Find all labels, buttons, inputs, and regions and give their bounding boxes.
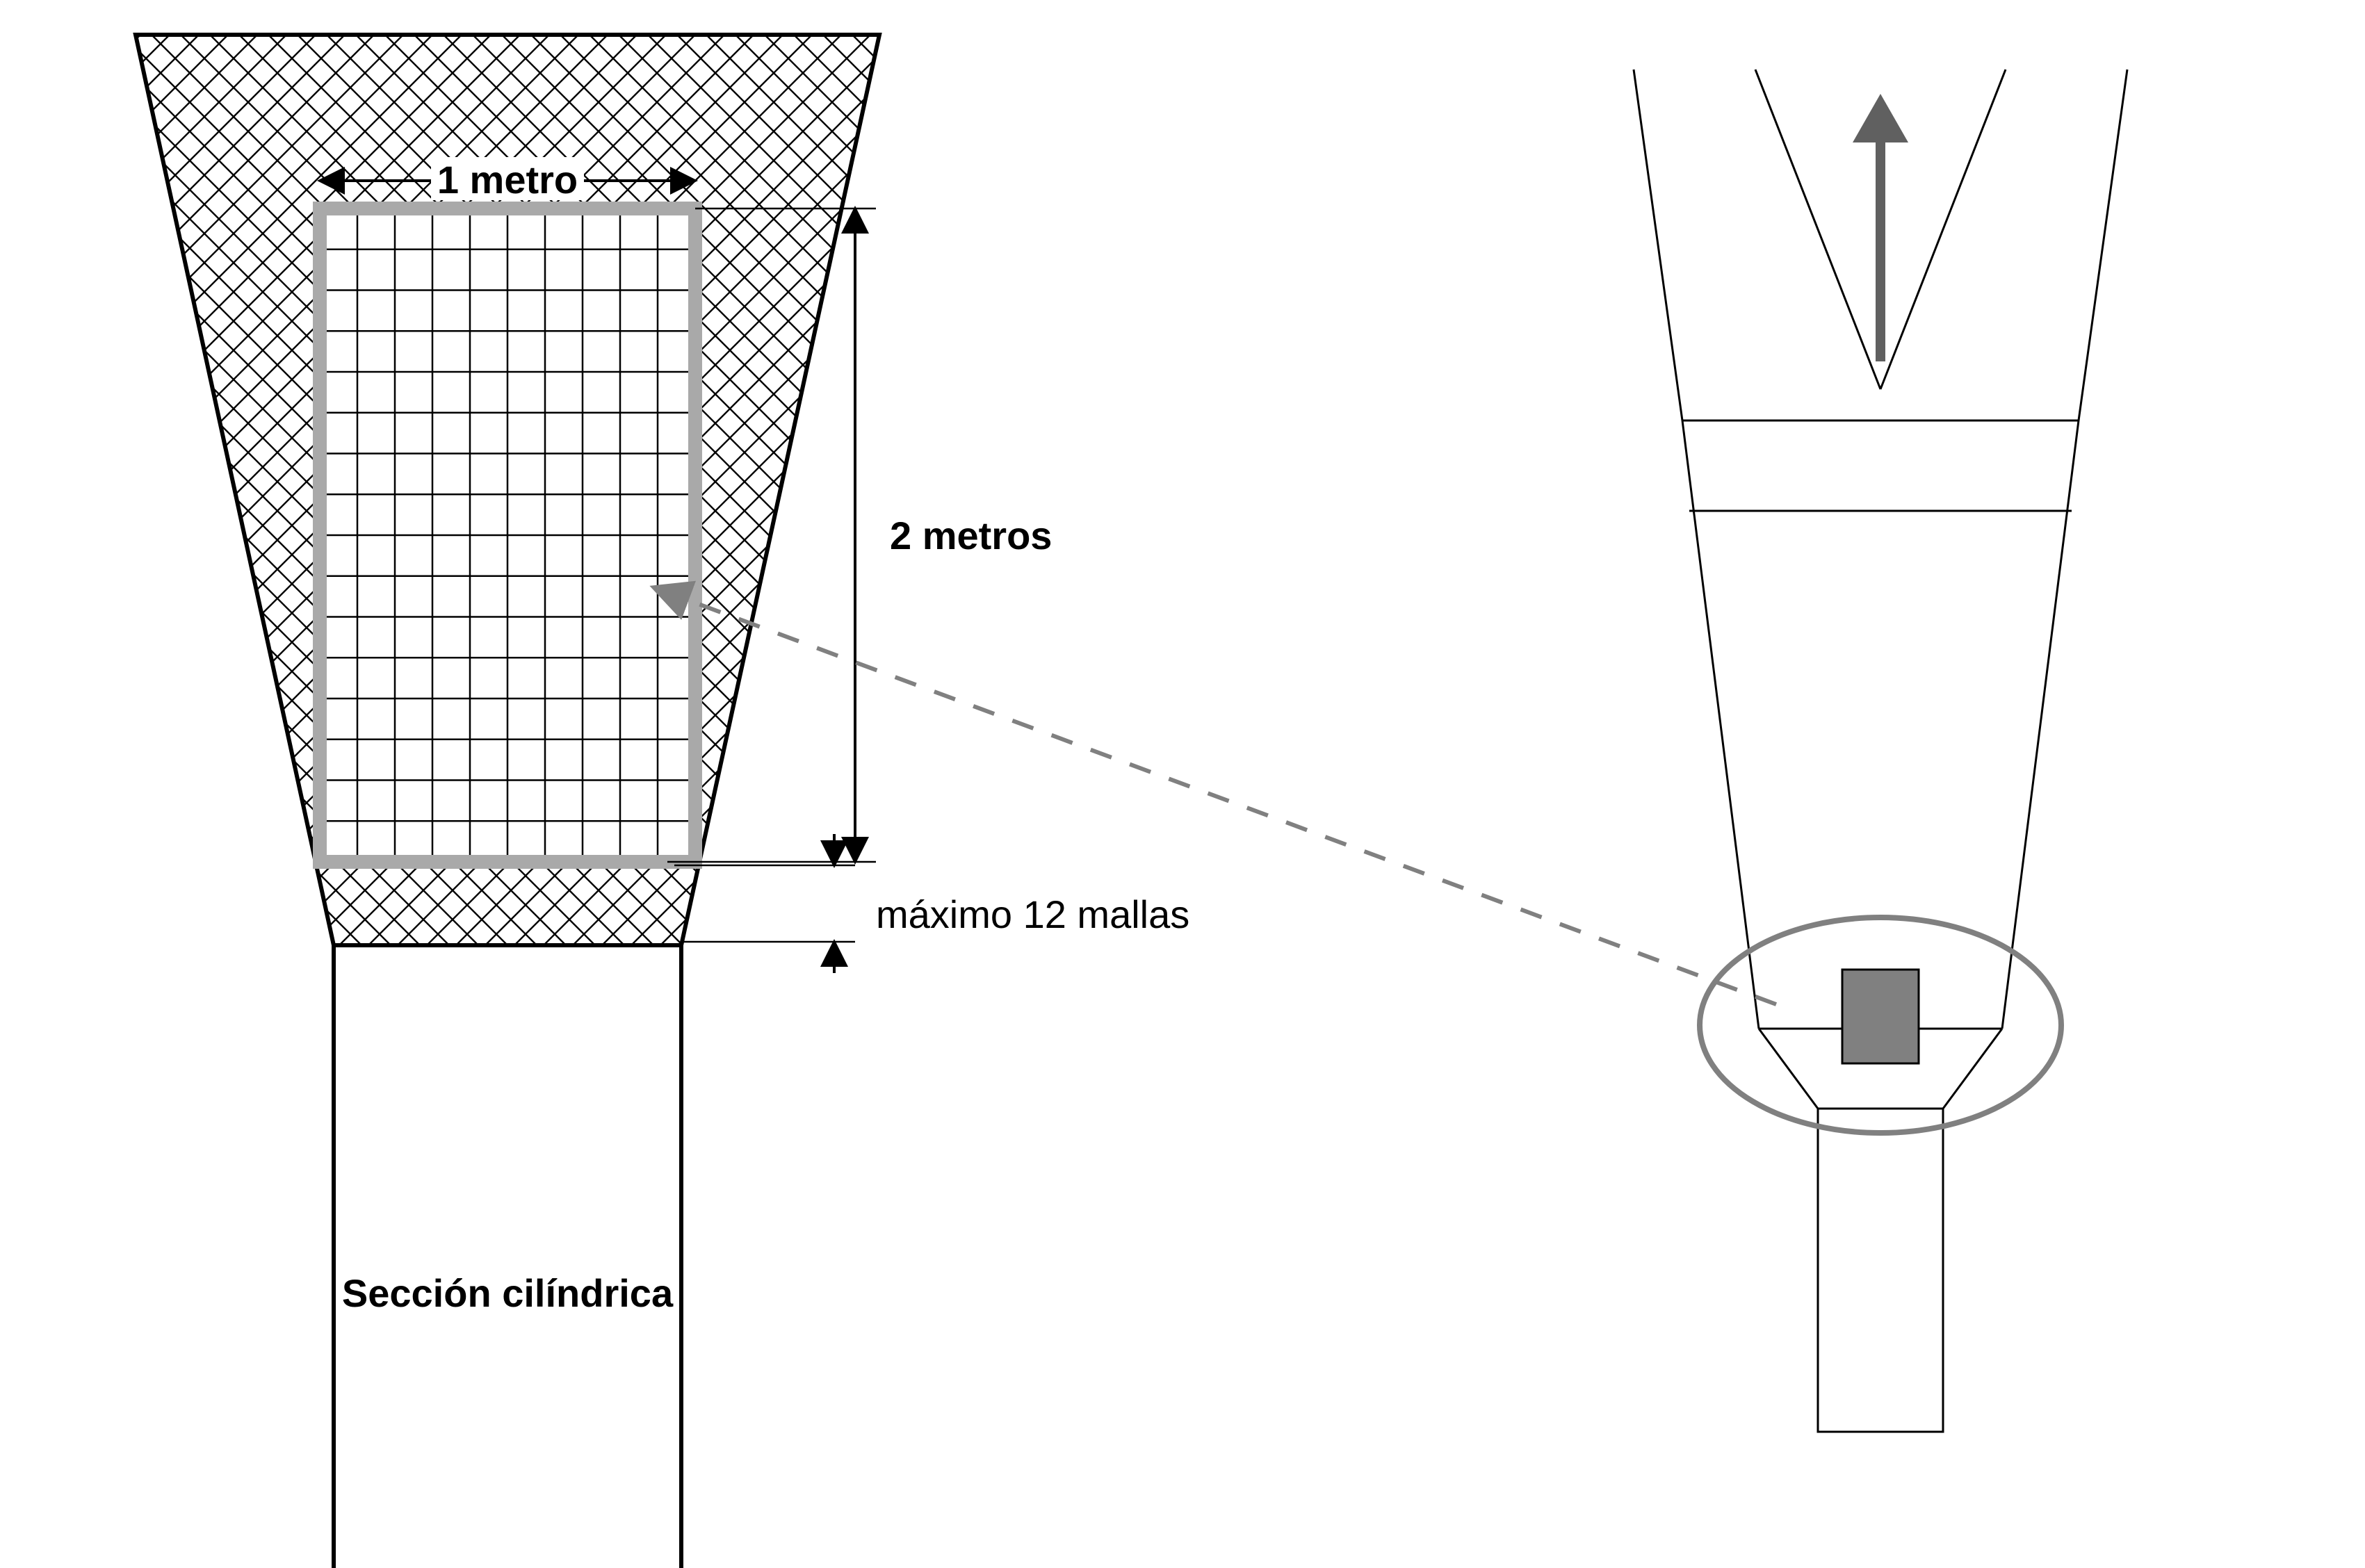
direction-arrow-head [1853,94,1908,142]
dim-width-label: 1 metro [437,158,578,202]
net-right-outer [2079,70,2127,420]
cylinder-label: Sección cilíndrica [342,1271,674,1315]
net-left-outer [1634,70,1682,420]
net-right-inner [1880,70,2006,389]
right-overview-figure [1634,70,2127,1432]
left-detail-figure: 1 metro 2 metros máximo 12 mallas Sección c… [136,35,1189,1568]
net-lower-left [1759,1029,1818,1109]
panel-location-marker [1842,970,1919,1063]
net-lower-right [1943,1029,2002,1109]
net-left-inner [1755,70,1880,389]
net-codend [1818,1109,1943,1432]
dim-height-label: 2 metros [890,514,1052,557]
dim-gap-label: máximo 12 mallas [876,892,1189,936]
